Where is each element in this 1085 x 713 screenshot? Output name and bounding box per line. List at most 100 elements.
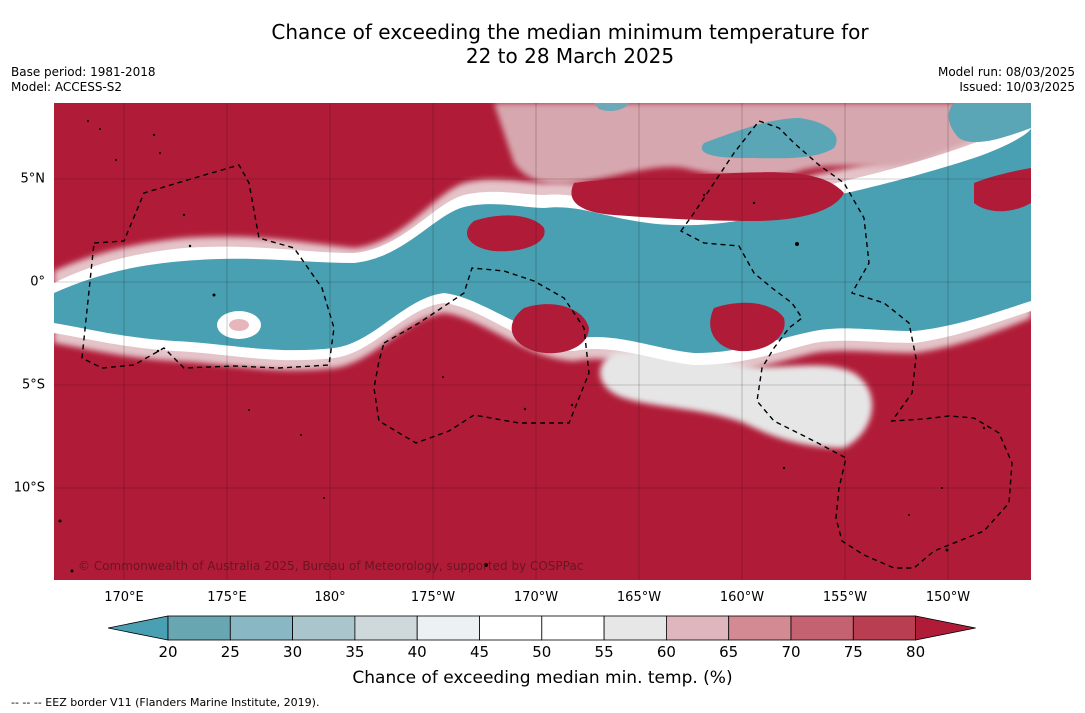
- colorbar-tick-label: 30: [283, 643, 303, 661]
- warm-pocket-160w: [710, 302, 785, 352]
- title-line-1: Chance of exceeding the median minimum t…: [271, 20, 869, 44]
- warm-pocket-175w: [466, 215, 545, 252]
- lon-label-175e: 175°E: [207, 590, 247, 605]
- island-dot: [212, 293, 216, 297]
- island-dot: [702, 193, 706, 197]
- lon-label-155w: 155°W: [822, 590, 868, 605]
- island-dot: [941, 487, 943, 489]
- island-dot: [152, 133, 156, 137]
- model-name: Model: ACCESS-S2: [11, 80, 123, 94]
- island-dot: [795, 242, 799, 246]
- colorbar-tick-label: 55: [594, 643, 614, 661]
- lat-label-5n: 5°N: [20, 171, 46, 187]
- colorbar-segment: [666, 615, 730, 641]
- islands: [58, 120, 986, 573]
- colorbar-extend-high: [915, 615, 976, 641]
- colorbar-segment: [852, 615, 916, 641]
- copyright-notice: © Commonwealth of Australia 2025, Bureau…: [78, 559, 584, 573]
- base-period: Base period: 1981-2018: [11, 65, 156, 79]
- lon-label-170e: 170°E: [104, 590, 144, 605]
- equatorial-cool-band: [54, 128, 1031, 353]
- forecast-map: [54, 103, 1031, 580]
- island-dot: [323, 497, 325, 499]
- northeast-cool-patch: [948, 103, 1031, 143]
- island-dot: [115, 159, 117, 161]
- colorbar-segment: [354, 615, 418, 641]
- colorbar-tick-label: 65: [719, 643, 739, 661]
- colorbar-tick-label: 50: [532, 643, 552, 661]
- lon-label-165w: 165°W: [616, 590, 662, 605]
- colorbar-tick-label: 45: [469, 643, 490, 661]
- lon-label-160w: 160°W: [719, 590, 765, 605]
- title-line-2: 22 to 28 March 2025: [465, 44, 675, 68]
- colorbar-tick-label: 80: [906, 643, 926, 661]
- model-run-date: Model run: 08/03/2025: [937, 65, 1075, 79]
- lon-label-170w: 170°W: [513, 590, 559, 605]
- island-dot: [182, 213, 186, 217]
- north-edge-cool-patch: [594, 103, 629, 111]
- warm-pocket-northeast: [974, 168, 1031, 212]
- warm-pockets: [217, 168, 1031, 354]
- colorbar-tick-label: 70: [781, 643, 801, 661]
- lon-label-150w: 150°W: [925, 590, 971, 605]
- colorbar-segment: [790, 615, 854, 641]
- warm-pocket-170w: [511, 304, 589, 354]
- colorbar-tick-label: 60: [656, 643, 676, 661]
- colorbar-segments: [108, 615, 976, 641]
- island-dot: [87, 120, 89, 122]
- south-pale-patch: [600, 351, 873, 448]
- island-dot: [159, 152, 161, 154]
- issued-date: Issued: 10/03/2025: [959, 80, 1075, 94]
- island-dot: [945, 548, 949, 552]
- island-dot: [782, 466, 786, 470]
- eez-border-kiribati-cook: [679, 120, 1013, 569]
- colorbar-segment: [167, 615, 231, 641]
- eez-borders: [81, 120, 1013, 569]
- eez-border-tokelau: [373, 267, 590, 444]
- colorbar-tick-label: 75: [843, 643, 863, 661]
- colorbar-label: Chance of exceeding median min. temp. (%…: [352, 668, 733, 688]
- colorbar-extend-low: [108, 615, 169, 641]
- lon-label-180: 180°: [314, 590, 346, 605]
- graticule: [54, 103, 1031, 580]
- island-dot: [570, 403, 574, 407]
- island-dot: [523, 407, 527, 411]
- island-dot: [248, 409, 250, 411]
- north-cool-patch: [701, 118, 837, 159]
- colorbar-segment: [541, 615, 605, 641]
- colorbar-segment: [603, 615, 667, 641]
- island-dot: [484, 563, 488, 567]
- island-dot: [58, 519, 62, 523]
- colorbar-segment: [416, 615, 480, 641]
- model-info: Base period: 1981-2018 Model: ACCESS-S2: [11, 65, 156, 95]
- colorbar-segment: [728, 615, 792, 641]
- island-dot: [188, 244, 192, 248]
- island-dot: [70, 569, 74, 573]
- lon-label-175w: 175°W: [410, 590, 456, 605]
- colorbar-tick-label: 40: [407, 643, 427, 661]
- warm-core-178e: [229, 319, 249, 331]
- colorbar-tick-label: 25: [220, 643, 240, 661]
- map-panel: © Commonwealth of Australia 2025, Bureau…: [54, 103, 1031, 580]
- run-info: Model run: 08/03/2025 Issued: 10/03/2025: [938, 65, 1075, 95]
- island-dot: [300, 434, 302, 436]
- map-title: Chance of exceeding the median minimum t…: [0, 20, 1085, 68]
- colorbar-segment: [229, 615, 294, 641]
- island-dot: [982, 426, 986, 430]
- lat-label-10s: 10°S: [13, 480, 45, 496]
- lat-label-5s: 5°S: [21, 377, 45, 393]
- colorbar-segment: [479, 615, 543, 641]
- colorbar-tick-label: 35: [345, 643, 365, 661]
- warm-band-north: [571, 172, 844, 221]
- island-dot: [156, 349, 160, 353]
- lat-label-equator: 0°: [30, 274, 45, 290]
- eez-legend-note: -- -- -- EEZ border V11 (Flanders Marine…: [11, 696, 320, 709]
- cool-anomaly: [54, 103, 1031, 353]
- island-dot: [752, 201, 756, 205]
- colorbar-tick-label: 20: [158, 643, 178, 661]
- island-dot: [99, 128, 101, 130]
- island-dot: [908, 514, 910, 516]
- colorbar: [108, 615, 976, 641]
- island-dot: [442, 376, 444, 378]
- colorbar-segment: [292, 615, 356, 641]
